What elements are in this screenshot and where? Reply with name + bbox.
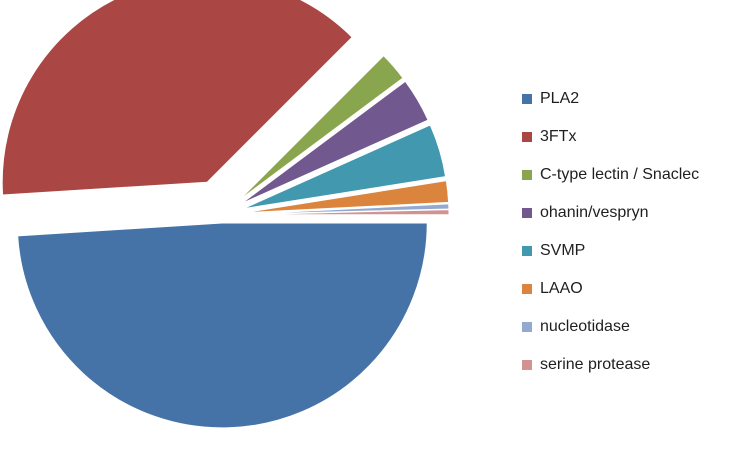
legend-swatch-pla2 <box>522 94 532 104</box>
legend-item: nucleotidase <box>522 308 742 346</box>
legend-item: PLA2 <box>522 80 742 118</box>
legend-swatch-nucleotidase <box>522 322 532 332</box>
legend-label: nucleotidase <box>540 318 630 335</box>
legend-swatch-svmp <box>522 246 532 256</box>
legend-swatch-serine-protease <box>522 360 532 370</box>
pie-slice-laao <box>243 180 450 214</box>
pie-slice-pla2 <box>17 222 428 429</box>
pie-slice-nucleotidase <box>243 203 450 215</box>
legend-item: SVMP <box>522 232 742 270</box>
legend-item: LAAO <box>522 270 742 308</box>
pie-slice-serine-protease <box>243 209 450 216</box>
legend-item: C-type lectin / Snaclec <box>522 156 742 194</box>
legend-swatch-c-type-lectin <box>522 170 532 180</box>
legend-label: serine protease <box>540 356 651 373</box>
legend: PLA2 3FTx C-type lectin / Snaclec ohanin… <box>522 80 742 384</box>
pie-slice-ohanin-vespryn <box>240 80 429 205</box>
legend-item: 3FTx <box>522 118 742 156</box>
legend-item: ohanin/vespryn <box>522 194 742 232</box>
legend-label: LAAO <box>540 280 583 297</box>
pie-slice-3ftx <box>1 0 353 196</box>
legend-swatch-laao <box>522 284 532 294</box>
pie-slice-svmp <box>242 124 447 210</box>
legend-label: ohanin/vespryn <box>540 204 649 221</box>
pie-slice-c-type-lectin-snaclec <box>238 54 404 202</box>
legend-label: SVMP <box>540 242 586 259</box>
legend-swatch-ohanin-vespryn <box>522 208 532 218</box>
legend-label: PLA2 <box>540 90 580 107</box>
legend-label: C-type lectin / Snaclec <box>540 166 700 183</box>
legend-item: serine protease <box>522 346 742 384</box>
legend-label: 3FTx <box>540 128 577 145</box>
legend-swatch-3ftx <box>522 132 532 142</box>
